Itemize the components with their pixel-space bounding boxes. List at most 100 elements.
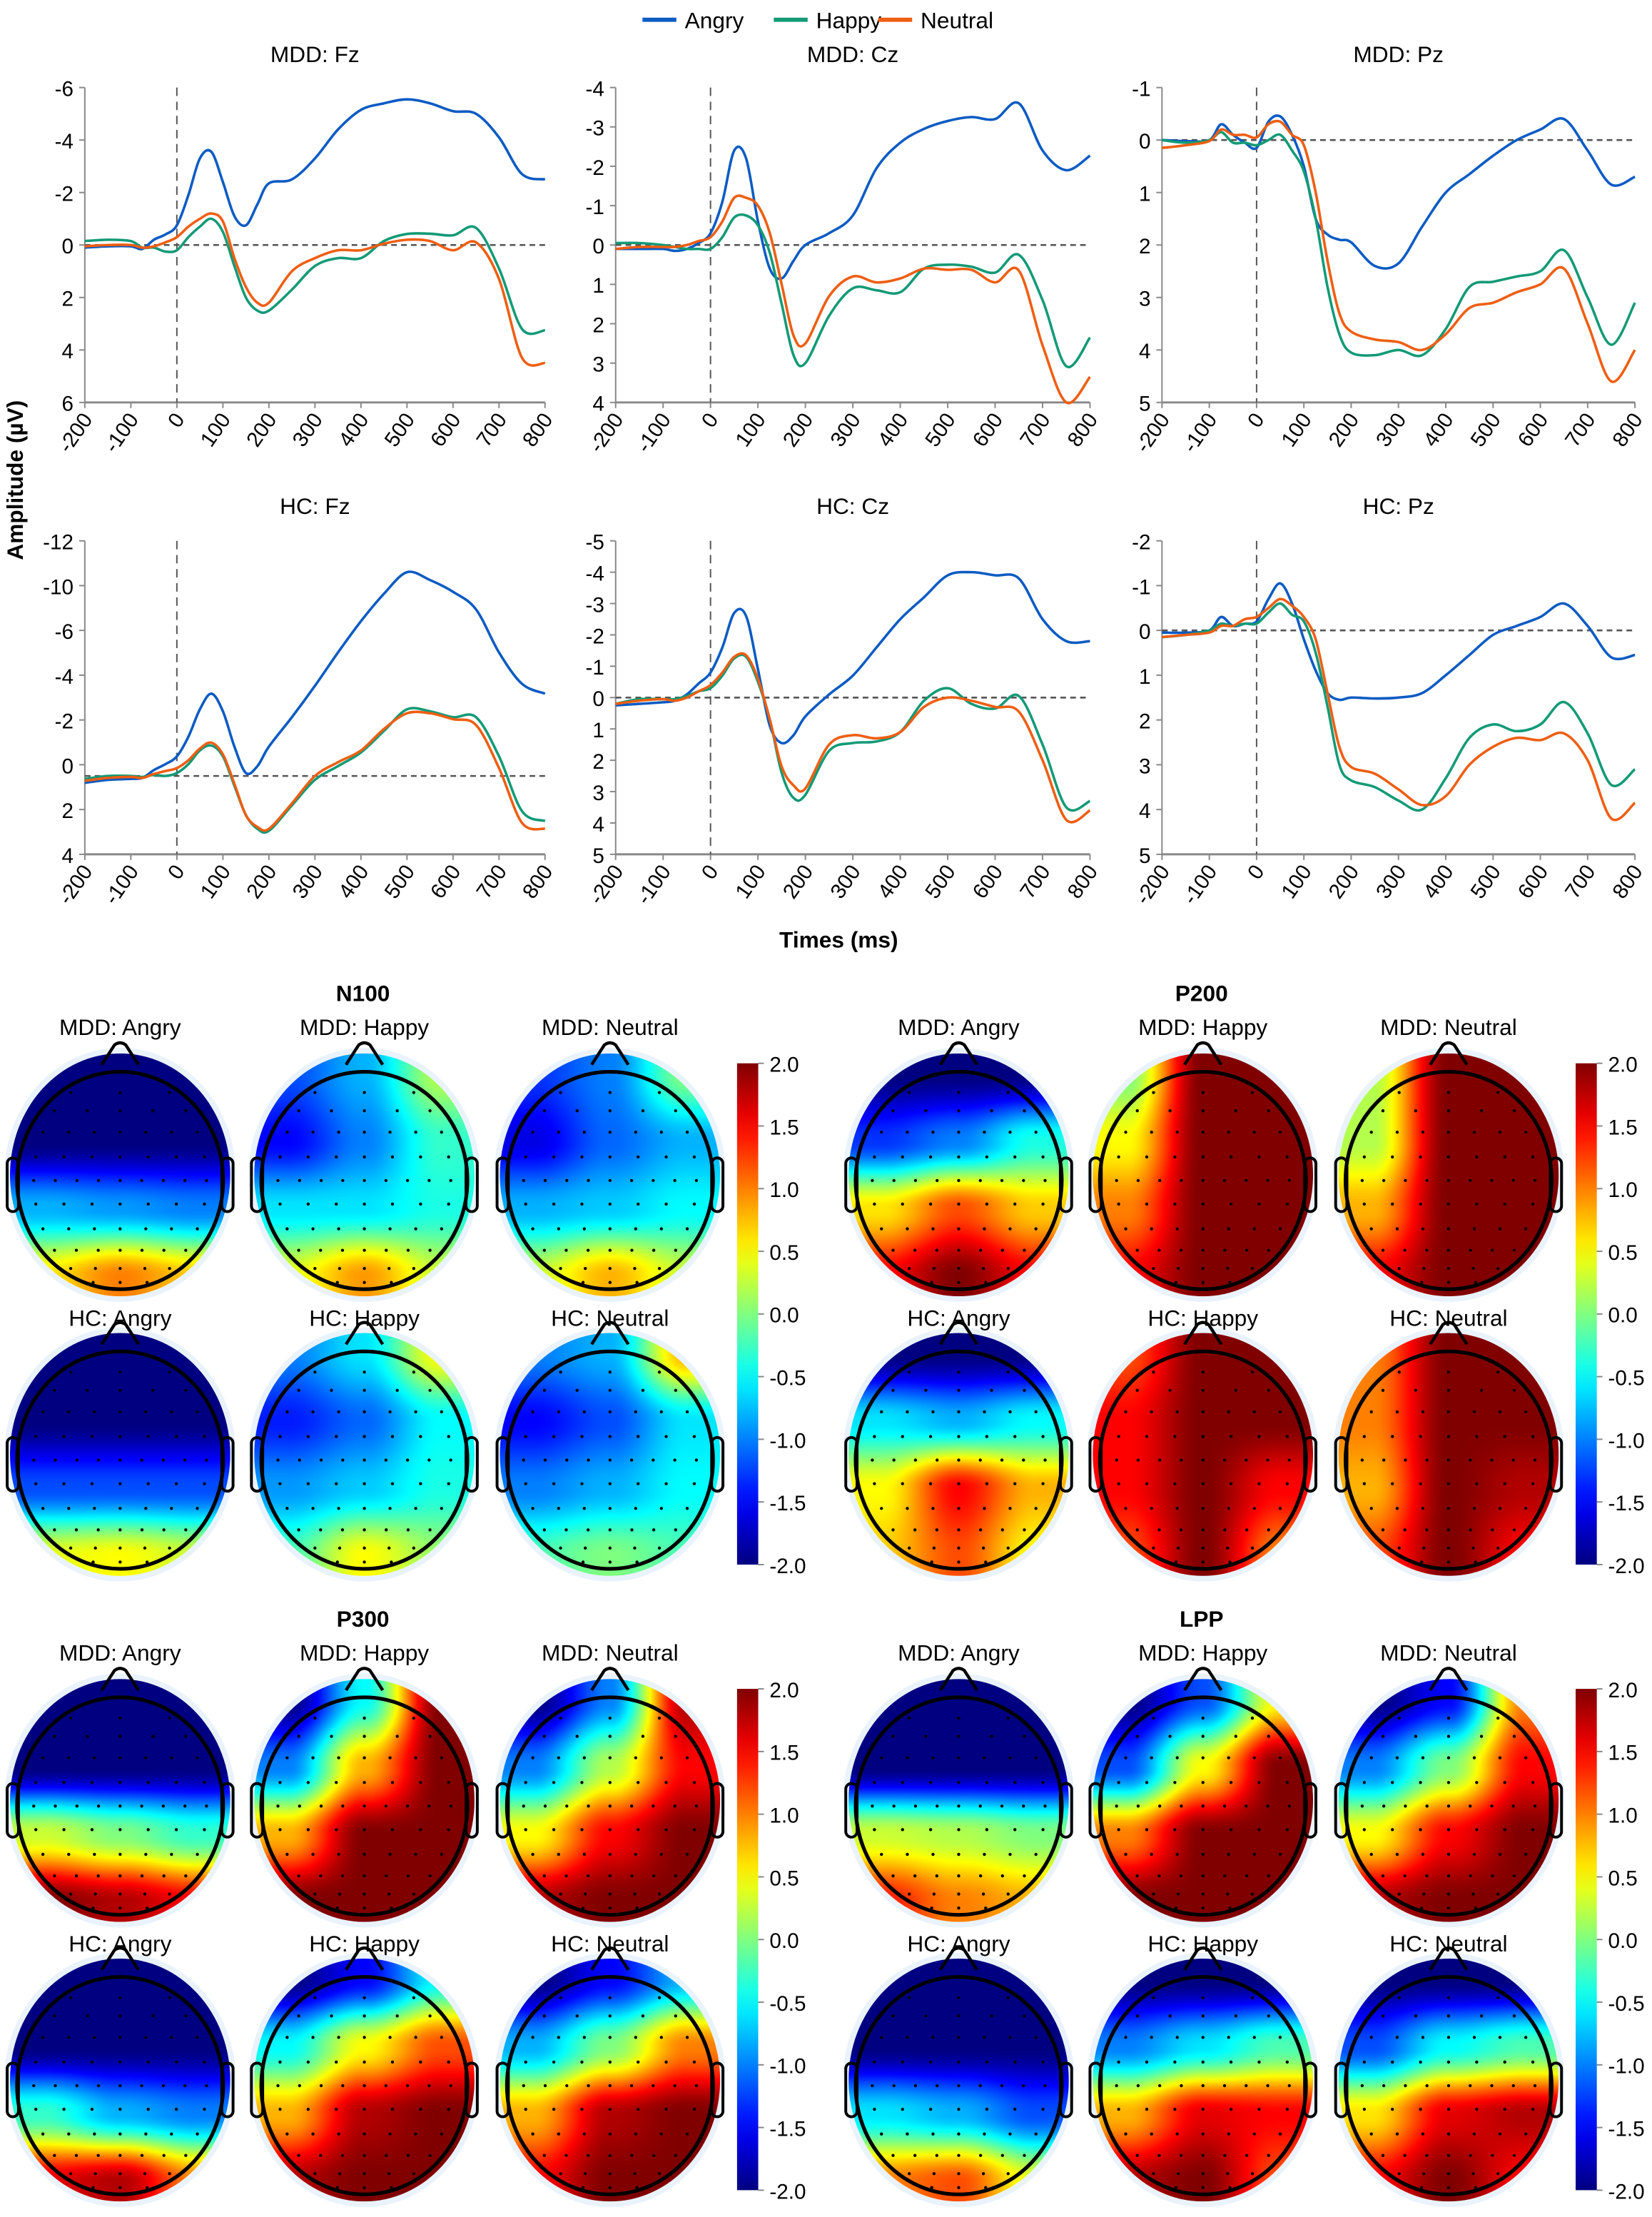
electrode-dot	[983, 1410, 986, 1414]
x-tick-label: -100	[632, 409, 676, 458]
electrode-dot	[1391, 1435, 1394, 1438]
electrode-dot	[685, 2036, 689, 2039]
topomap-mdd-neutral: MDD: Neutral	[494, 1640, 726, 1928]
electrode-dot	[522, 2084, 525, 2088]
electrode-dot	[1397, 1370, 1401, 1374]
electrode-dot	[1475, 1435, 1479, 1438]
electrode-dot	[306, 2060, 310, 2064]
electrode-dot	[1023, 1388, 1026, 1393]
electrode-dot	[1362, 1155, 1367, 1159]
electrode-dot	[1135, 1248, 1139, 1252]
electrode-dot	[146, 1781, 150, 1784]
electrode-dot	[335, 1155, 338, 1159]
electrode-dot	[1533, 1804, 1537, 1808]
electrode-dot	[53, 1874, 56, 1878]
series-line-neutral	[1162, 119, 1636, 383]
electrode-dot	[313, 1546, 317, 1550]
y-tick-label: -2	[586, 156, 604, 180]
electrode-dot	[587, 1178, 590, 1183]
electrode-dot	[957, 1996, 961, 1999]
colorbar-tick-label: 1.5	[1608, 1116, 1638, 1139]
legend: Angry Happy Neutral	[642, 8, 993, 34]
electrode-dot	[608, 1546, 612, 1550]
electrode-dot	[531, 1131, 534, 1134]
electrode-dot	[978, 1458, 982, 1462]
electrode-dot	[1531, 1781, 1535, 1784]
electrode-dot	[1013, 1155, 1017, 1159]
electrode-dot	[1013, 2107, 1017, 2111]
electrode-dot	[984, 1906, 988, 1910]
electrode-dot	[170, 2036, 173, 2039]
electrode-dot	[608, 1388, 612, 1393]
electrode-dot	[1498, 1227, 1502, 1231]
electrode-dot	[1475, 1482, 1479, 1485]
electrode-dot	[1446, 1227, 1451, 1231]
electrode-dot	[388, 1507, 392, 1510]
electrode-dot	[557, 1410, 560, 1414]
electrode-dot	[390, 1560, 393, 1564]
electrode-dot	[1152, 1091, 1155, 1094]
scalp-potential-map	[254, 1333, 475, 1576]
electrode-dot	[69, 1546, 73, 1550]
electrode-dot	[913, 1804, 918, 1808]
electrode-dot	[641, 1734, 645, 1738]
electrode-dot	[608, 1266, 612, 1271]
electrode-dot	[427, 2084, 431, 2088]
ear-icon	[1334, 2061, 1349, 2118]
electrode-dot	[74, 2153, 78, 2157]
electrode-dot	[1425, 1178, 1429, 1183]
electrode-dot	[924, 1734, 928, 1738]
electrode-dot	[428, 1248, 432, 1252]
electrode-dot	[363, 1482, 366, 1485]
electrode-dot	[1257, 2107, 1261, 2111]
electrode-dot	[1008, 1756, 1012, 1759]
electrode-dot	[901, 1202, 904, 1206]
electrode-dot	[692, 1781, 696, 1784]
electrode-dot	[564, 1248, 568, 1252]
x-tick-label: 100	[731, 861, 770, 903]
electrode-dot	[871, 1178, 874, 1183]
electrode-dot	[1257, 1202, 1261, 1206]
topomap-title: MDD: Happy	[1138, 1014, 1267, 1040]
electrode-dot	[67, 1507, 71, 1510]
electrode-dot	[363, 2084, 366, 2088]
electrode-dot	[278, 1155, 282, 1159]
electrode-dot	[1419, 2186, 1424, 2190]
electrode-dot	[118, 1178, 122, 1183]
colorbar-tick-label: 0.5	[769, 1867, 799, 1890]
electrode-dot	[1152, 1996, 1155, 1999]
electrode-dot	[1008, 2036, 1012, 2039]
electrode-dot	[1421, 1507, 1425, 1510]
topomap-hc-angry: HC: Angry	[4, 1931, 236, 2208]
colorbar: 2.01.51.00.50.0-0.5-1.0-1.5-2.0	[736, 1679, 806, 2203]
electrode-dot	[140, 1804, 143, 1808]
electrode-dot	[633, 1892, 637, 1896]
electrode-dot	[1397, 1266, 1401, 1271]
electrode-dot	[419, 1482, 422, 1485]
electrode-dot	[582, 1756, 586, 1759]
electrode-dot	[412, 1716, 415, 1720]
electrode-dot	[196, 1410, 199, 1414]
electrode-dot	[341, 1458, 345, 1462]
electrode-dot	[1285, 2060, 1289, 2064]
electrode-dot	[203, 1482, 206, 1485]
electrode-dot	[1157, 1528, 1161, 1532]
colorbar-tick-label: 1.5	[769, 1742, 799, 1765]
electrode-dot	[1174, 1281, 1178, 1284]
colorbar-tick-label: -0.5	[1608, 1367, 1645, 1390]
electrode-dot	[1117, 1781, 1120, 1784]
colorbar-tick-label: -1.0	[769, 2055, 806, 2079]
electrode-dot	[990, 2014, 993, 2018]
electrode-dot	[871, 1458, 874, 1462]
electrode-dot	[586, 1248, 590, 1252]
electrode-dot	[543, 1178, 547, 1183]
electrode-dot	[1498, 1410, 1502, 1414]
electrode-dot	[901, 1828, 904, 1832]
nose-icon	[590, 1946, 630, 1971]
electrode-dot	[151, 1388, 155, 1393]
electrode-dot	[1013, 1482, 1017, 1485]
electrode-dot	[957, 1482, 961, 1485]
electrode-dot	[1175, 1410, 1179, 1414]
electrode-dot	[69, 1892, 73, 1896]
